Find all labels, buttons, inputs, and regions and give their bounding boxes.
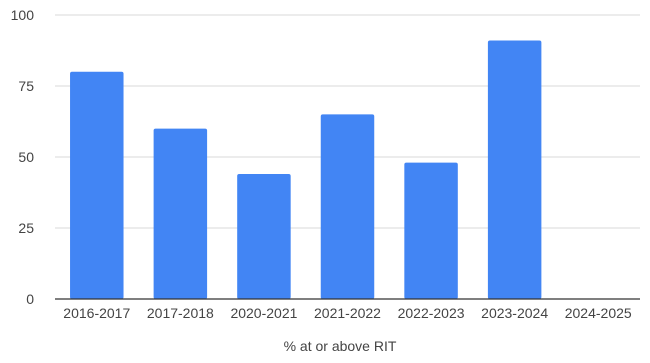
bar-2021-2022: [320, 114, 375, 300]
x-axis-title: % at or above RIT: [284, 338, 397, 354]
bar-2020-2021: [237, 174, 291, 299]
x-tick-label: 2020-2021: [230, 305, 297, 321]
y-tick-label: 0: [26, 291, 34, 307]
bar-2023-2024: [487, 40, 542, 300]
y-tick-labels: 0 25 50 75 100: [11, 7, 35, 307]
x-tick-label: 2023-2024: [481, 305, 548, 321]
y-tick-label: 100: [11, 7, 35, 23]
y-tick-label: 75: [18, 78, 34, 94]
bar-2022-2023: [404, 162, 458, 299]
x-tick-label: 2017-2018: [147, 305, 214, 321]
bar-2016-2017: [70, 71, 124, 299]
y-tick-label: 50: [18, 149, 34, 165]
y-tick-label: 25: [18, 220, 34, 236]
x-tick-labels: 2016-2017 2017-2018 2020-2021 2021-2022 2022…: [63, 305, 632, 321]
bars: [70, 40, 542, 300]
x-tick-label: 2022-2023: [398, 305, 465, 321]
x-tick-label: 2021-2022: [314, 305, 381, 321]
x-tick-label: 2024-2025: [565, 305, 632, 321]
bar-2017-2018: [153, 128, 208, 299]
x-tick-label: 2016-2017: [63, 305, 130, 321]
